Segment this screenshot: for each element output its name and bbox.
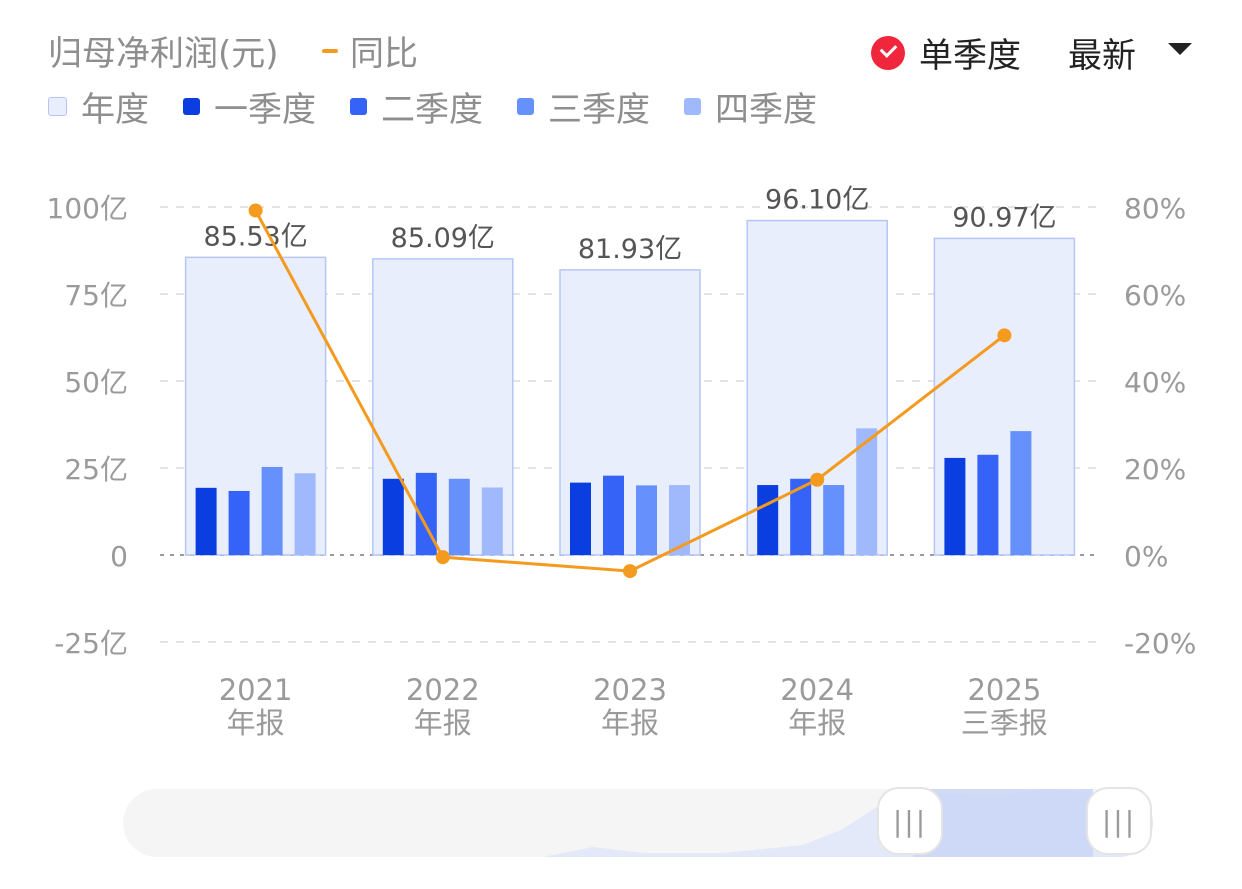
yoy-line-swatch [322, 48, 338, 53]
legend-item-q3[interactable]: 三季度 [517, 82, 650, 131]
x-tick-label-period: 年报 [227, 706, 285, 740]
legend-item-annual[interactable]: 年度 [48, 82, 149, 131]
legend-swatch-q3 [517, 98, 534, 115]
quarter-bar-q1 [570, 482, 591, 555]
check-icon [871, 35, 905, 70]
quarter-bar-q1 [195, 487, 217, 555]
annual-data-label: 96.10亿 [765, 185, 869, 216]
quarter-bar-q4 [294, 473, 316, 555]
legend-swatch-q2 [350, 98, 367, 115]
quarter-bar-q4 [669, 485, 690, 555]
legend-swatch-q1 [183, 98, 200, 115]
x-tick-label-year: 2021 [219, 673, 293, 707]
series-legend: 年度 一季度 二季度 三季度 四季度 [48, 82, 851, 131]
legend-swatch-q4 [684, 98, 701, 115]
quarter-bar-q2 [228, 490, 250, 555]
yoy-point [623, 564, 637, 579]
y-right-tick-label: 0% [1124, 540, 1168, 573]
legend-item-q1[interactable]: 一季度 [183, 82, 316, 131]
legend-label-annual: 年度 [81, 90, 149, 130]
quarter-bar-q3 [448, 478, 470, 555]
quarter-bar-q2 [977, 454, 999, 555]
chart-title: 归母净利润(元) [48, 34, 279, 74]
quarter-bar-q3 [823, 485, 845, 555]
y-left-tick-label: 100亿 [47, 192, 128, 225]
legend-label-q2: 二季度 [381, 90, 483, 130]
legend-label-q3: 三季度 [548, 90, 650, 130]
profit-chart: 100亿 75亿 50亿 25亿 0 -25亿 80% 60% 40% 20% 0% -20% 85.5… [47, 185, 1197, 740]
period-dropdown[interactable]: 最新 [1068, 28, 1192, 77]
x-tick-label-year: 2024 [780, 673, 854, 707]
annual-data-label: 85.09亿 [391, 223, 495, 254]
quarter-bar-q3 [636, 485, 657, 555]
x-tick-label-year: 2025 [967, 673, 1041, 707]
y-right-tick-label: -20% [1124, 627, 1196, 660]
y-left-tick-label: 0 [110, 540, 128, 573]
y-right-tick-label: 20% [1124, 453, 1186, 486]
y-right-tick-label: 40% [1124, 366, 1186, 399]
legend-item-q2[interactable]: 二季度 [350, 82, 483, 131]
y-left-tick-label: -25亿 [54, 627, 128, 660]
period-dropdown-label: 最新 [1068, 36, 1136, 76]
legend-swatch-annual [48, 97, 67, 116]
quarter-bar-q1 [944, 457, 966, 555]
y-right-tick-label: 60% [1124, 279, 1186, 312]
x-tick-label-period: 年报 [601, 706, 659, 740]
quarter-bar-q1 [382, 478, 404, 555]
quarter-bar-q1 [757, 485, 779, 555]
legend-item-q4[interactable]: 四季度 [684, 82, 817, 131]
annual-data-label: 81.93亿 [578, 234, 682, 265]
quarter-bar-q4 [856, 428, 878, 555]
yoy-point [435, 550, 450, 565]
range-slider-right-handle[interactable]: ||| [1086, 787, 1152, 855]
legend-label-q1: 一季度 [214, 90, 316, 130]
y-left-tick-label: 50亿 [64, 366, 128, 399]
single-quarter-label: 单季度 [919, 36, 1021, 76]
yoy-legend[interactable]: 同比 [322, 26, 418, 75]
range-slider-track[interactable] [123, 789, 1153, 857]
quarter-bar-q2 [603, 475, 624, 555]
x-tick-label-period: 年报 [788, 706, 846, 740]
quarter-bar-q3 [261, 466, 283, 555]
quarter-bar-q3 [1010, 431, 1032, 555]
caret-down-icon [1168, 42, 1192, 55]
legend-label-q4: 四季度 [715, 90, 817, 130]
annual-data-label: 90.97亿 [952, 202, 1056, 233]
yoy-point [997, 328, 1012, 343]
y-left-tick-label: 25亿 [64, 453, 128, 486]
quarter-bar-q2 [790, 478, 812, 555]
yoy-point [248, 203, 263, 218]
x-tick-label-year: 2023 [593, 673, 667, 707]
x-tick-label-period: 年报 [414, 706, 472, 740]
x-tick-label-year: 2022 [406, 673, 480, 707]
single-quarter-toggle[interactable]: 单季度 [871, 28, 1021, 77]
yoy-legend-label: 同比 [350, 34, 418, 74]
range-slider-preview [123, 789, 1153, 857]
x-tick-label-period: 三季报 [961, 706, 1048, 740]
quarter-bar-q4 [481, 487, 503, 555]
range-slider-left-handle[interactable]: ||| [877, 787, 943, 855]
y-right-tick-label: 80% [1124, 192, 1186, 225]
annual-data-label: 85.53亿 [203, 221, 307, 252]
yoy-point [810, 472, 825, 487]
y-left-tick-label: 75亿 [64, 279, 128, 312]
